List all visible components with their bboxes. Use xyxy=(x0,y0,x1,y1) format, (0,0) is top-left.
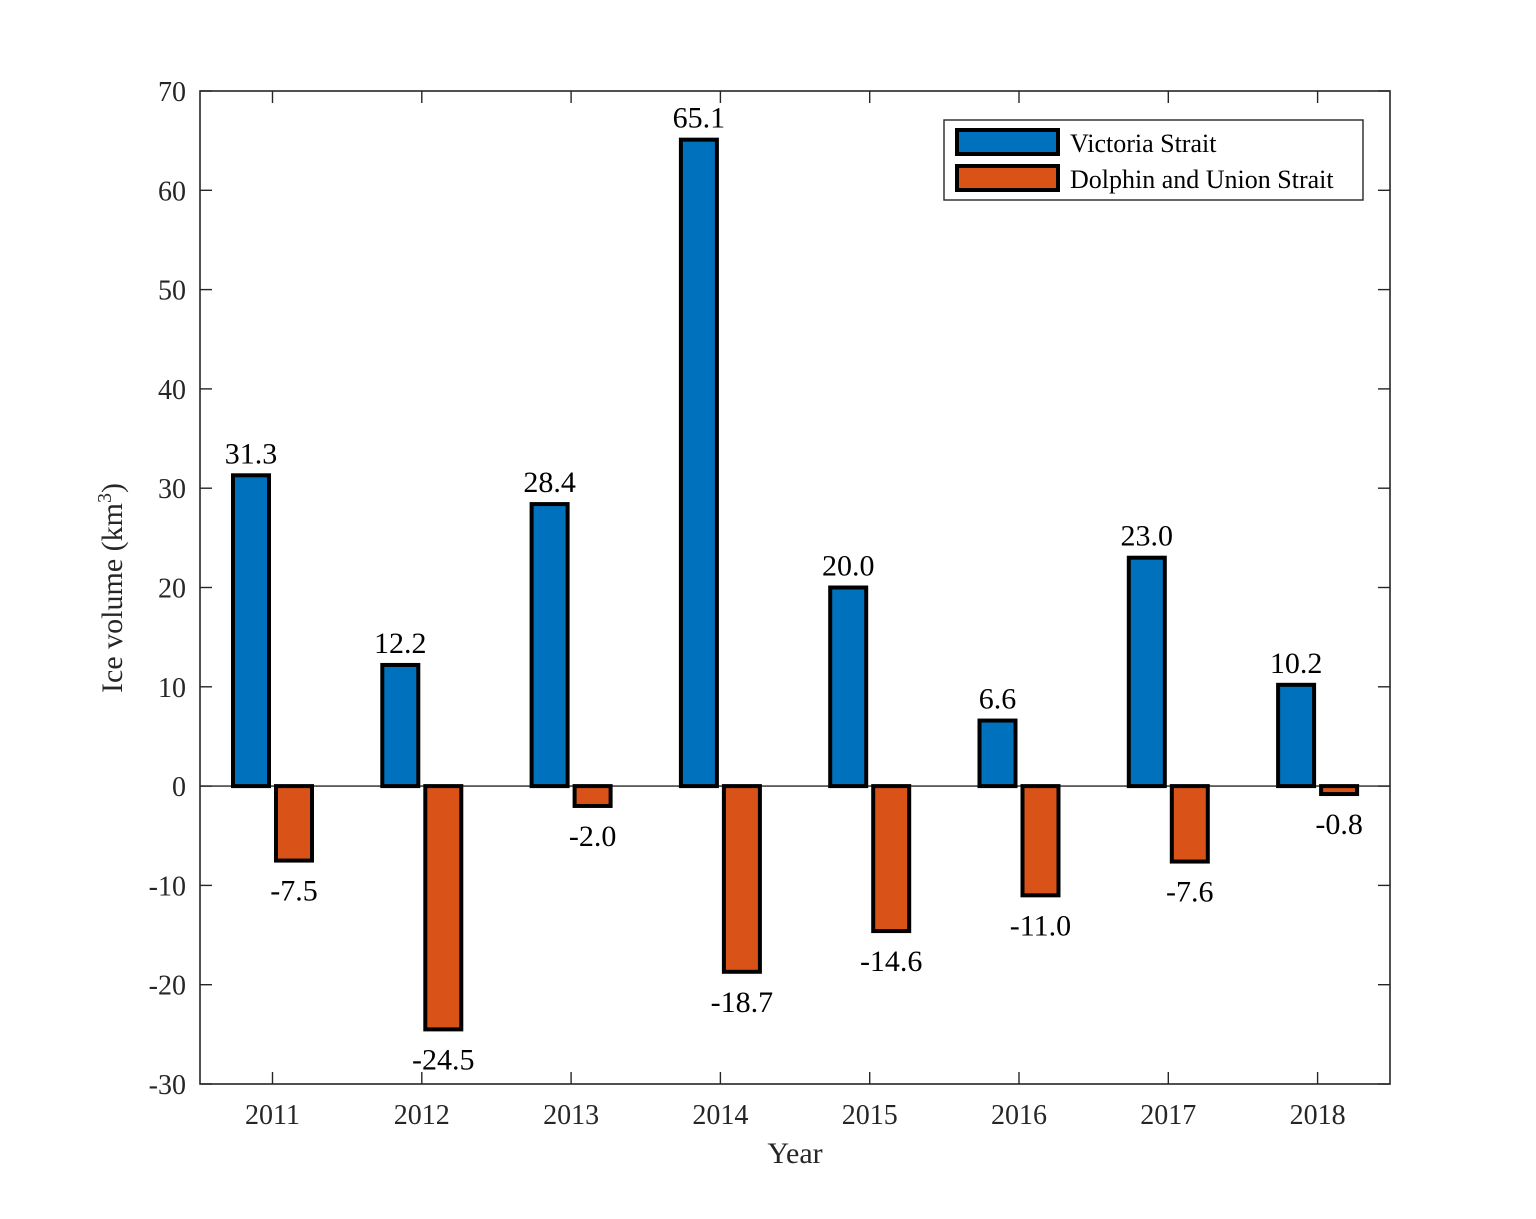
y-tick-label--20: -20 xyxy=(149,971,186,1002)
bar-dolphin-and-union-strait-2018 xyxy=(1319,784,1360,797)
x-tick-label-2016: 2016 xyxy=(991,1100,1047,1131)
y-tick-label-10: 10 xyxy=(158,673,186,704)
y-tick-label-60: 60 xyxy=(158,176,186,207)
bar-victoria-strait-2011 xyxy=(231,473,271,789)
x-tick-label-2012: 2012 xyxy=(394,1100,450,1131)
data-label-dolphin-and-union-strait-2012: -24.5 xyxy=(412,1043,475,1076)
bar-dolphin-and-union-strait-2015 xyxy=(871,784,912,934)
data-label-dolphin-and-union-strait-2014: -18.7 xyxy=(711,986,774,1019)
data-label-dolphin-and-union-strait-2013: -2.0 xyxy=(569,820,617,853)
data-label-victoria-strait-2017: 23.0 xyxy=(1121,520,1174,553)
y-axis-title-close: ) xyxy=(96,483,129,493)
legend-swatch-victoria-strait xyxy=(955,128,1060,156)
y-tick-label-50: 50 xyxy=(158,276,186,307)
data-label-dolphin-and-union-strait-2017: -7.6 xyxy=(1166,876,1214,909)
legend: Victoria Strait Dolphin and Union Strait xyxy=(943,119,1364,201)
labels-layer: 31.3 12.2 28.4 65.1 20.0 6.6 23.0 10.2 -7.5 -24.5… xyxy=(225,102,1363,1077)
ticks-layer: -30 -20 -10 0 10 20 30 40 50 60 70 2011 2012 2013 2014… xyxy=(149,77,1390,1131)
legend-swatch-dolphin-and-union-strait xyxy=(955,164,1060,192)
y-axis-title-main: Ice volume (km xyxy=(96,503,129,693)
y-tick-label-30: 30 xyxy=(158,474,186,505)
bars-layer xyxy=(231,137,1360,1032)
x-tick-label-2018: 2018 xyxy=(1290,1100,1346,1131)
y-tick-label--10: -10 xyxy=(149,871,186,902)
data-label-victoria-strait-2012: 12.2 xyxy=(374,627,427,660)
data-label-dolphin-and-union-strait-2018: -0.8 xyxy=(1315,808,1363,841)
bar-dolphin-and-union-strait-2016 xyxy=(1020,784,1061,898)
bar-victoria-strait-2014 xyxy=(678,137,719,789)
bar-dolphin-and-union-strait-2013 xyxy=(572,784,613,808)
y-tick-label-20: 20 xyxy=(158,574,186,605)
bar-dolphin-and-union-strait-2017 xyxy=(1169,784,1210,864)
y-axis-title-superscript: 3 xyxy=(94,493,116,503)
bar-victoria-strait-2015 xyxy=(828,585,869,789)
bar-victoria-strait-2012 xyxy=(380,662,421,789)
data-label-dolphin-and-union-strait-2011: -7.5 xyxy=(270,875,318,908)
x-tick-label-2015: 2015 xyxy=(842,1100,898,1131)
x-tick-label-2011: 2011 xyxy=(245,1100,300,1131)
y-tick-label-0: 0 xyxy=(172,772,186,803)
y-axis-title: Ice volume (km3) xyxy=(94,483,129,693)
y-tick-label-40: 40 xyxy=(158,375,186,406)
bar-victoria-strait-2013 xyxy=(529,502,570,789)
data-label-victoria-strait-2011: 31.3 xyxy=(225,437,278,470)
bar-victoria-strait-2017 xyxy=(1126,555,1167,789)
data-label-victoria-strait-2014: 65.1 xyxy=(673,102,726,135)
bar-victoria-strait-2018 xyxy=(1276,682,1317,789)
data-label-dolphin-and-union-strait-2016: -11.0 xyxy=(1010,909,1071,942)
legend-label-victoria-strait: Victoria Strait xyxy=(1070,129,1217,158)
data-label-victoria-strait-2018: 10.2 xyxy=(1270,647,1323,680)
y-tick-label-70: 70 xyxy=(158,77,186,108)
bar-dolphin-and-union-strait-2011 xyxy=(274,784,314,863)
legend-label-dolphin-and-union-strait: Dolphin and Union Strait xyxy=(1070,165,1334,194)
bar-victoria-strait-2016 xyxy=(977,718,1018,789)
x-tick-label-2017: 2017 xyxy=(1140,1100,1196,1131)
data-label-victoria-strait-2013: 28.4 xyxy=(523,466,576,499)
bar-dolphin-and-union-strait-2014 xyxy=(721,784,762,974)
bar-dolphin-and-union-strait-2012 xyxy=(423,784,464,1032)
x-tick-label-2013: 2013 xyxy=(543,1100,599,1131)
x-tick-label-2014: 2014 xyxy=(692,1100,748,1131)
y-tick-label--30: -30 xyxy=(149,1070,186,1101)
x-axis-title: Year xyxy=(767,1137,822,1170)
data-label-victoria-strait-2015: 20.0 xyxy=(822,550,875,583)
data-label-victoria-strait-2016: 6.6 xyxy=(979,683,1017,716)
data-label-dolphin-and-union-strait-2015: -14.6 xyxy=(860,945,923,978)
